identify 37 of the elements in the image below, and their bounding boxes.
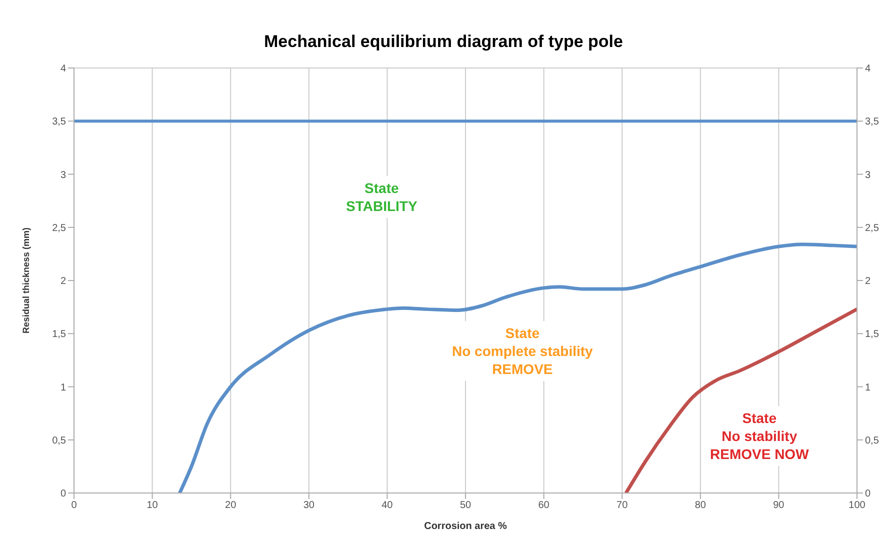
y-tick-label: 3,5 [52, 116, 66, 128]
x-tick-label: 100 [848, 500, 866, 512]
y-tick-label: 2,5 [52, 222, 66, 234]
x-tick-label: 50 [460, 500, 472, 512]
y2-tick-label: 3 [865, 170, 871, 181]
x-tick-label: 40 [382, 500, 394, 512]
annotation: State STABILITY [346, 179, 418, 215]
line-series [178, 242, 857, 493]
y-tick-label: 1,5 [52, 329, 66, 340]
x-tick-label: 30 [303, 500, 315, 512]
y-axis-title: Residual thickness (mm) [21, 227, 32, 334]
y2-tick-label: 4 [865, 64, 871, 75]
chart-title: Mechanical equilibrium diagram of type pole [263, 32, 624, 52]
y-tick-label: 0 [60, 488, 66, 500]
y-tick-label: 3 [60, 170, 66, 181]
x-tick-label: 10 [146, 500, 158, 512]
x-tick-label: 90 [773, 500, 785, 512]
y2-tick-label: 0 [865, 488, 871, 500]
x-tick-label: 70 [616, 500, 628, 512]
x-tick-label: 80 [694, 500, 706, 512]
y2-tick-label: 1 [865, 382, 871, 394]
x-tick-label: 20 [225, 500, 237, 512]
y-tick-label: 0,5 [52, 435, 66, 446]
y2-tick-label: 2 [865, 276, 871, 288]
annotation: State No stability REMOVE NOW [710, 409, 809, 463]
y2-tick-label: 0,5 [865, 435, 879, 446]
annotation: State No complete stability REMOVE [452, 324, 593, 378]
line-series [624, 307, 857, 493]
y2-tick-label: 2,5 [865, 222, 879, 234]
y-tick-label: 1 [60, 382, 66, 394]
y-tick-label: 2 [60, 276, 66, 288]
y2-tick-label: 3,5 [865, 116, 879, 128]
x-tick-label: 60 [538, 500, 550, 512]
x-tick-label: 0 [71, 500, 78, 512]
y2-tick-label: 1,5 [865, 329, 879, 340]
y-tick-label: 4 [60, 64, 66, 75]
x-axis-title: Corrosion area % [424, 521, 508, 532]
